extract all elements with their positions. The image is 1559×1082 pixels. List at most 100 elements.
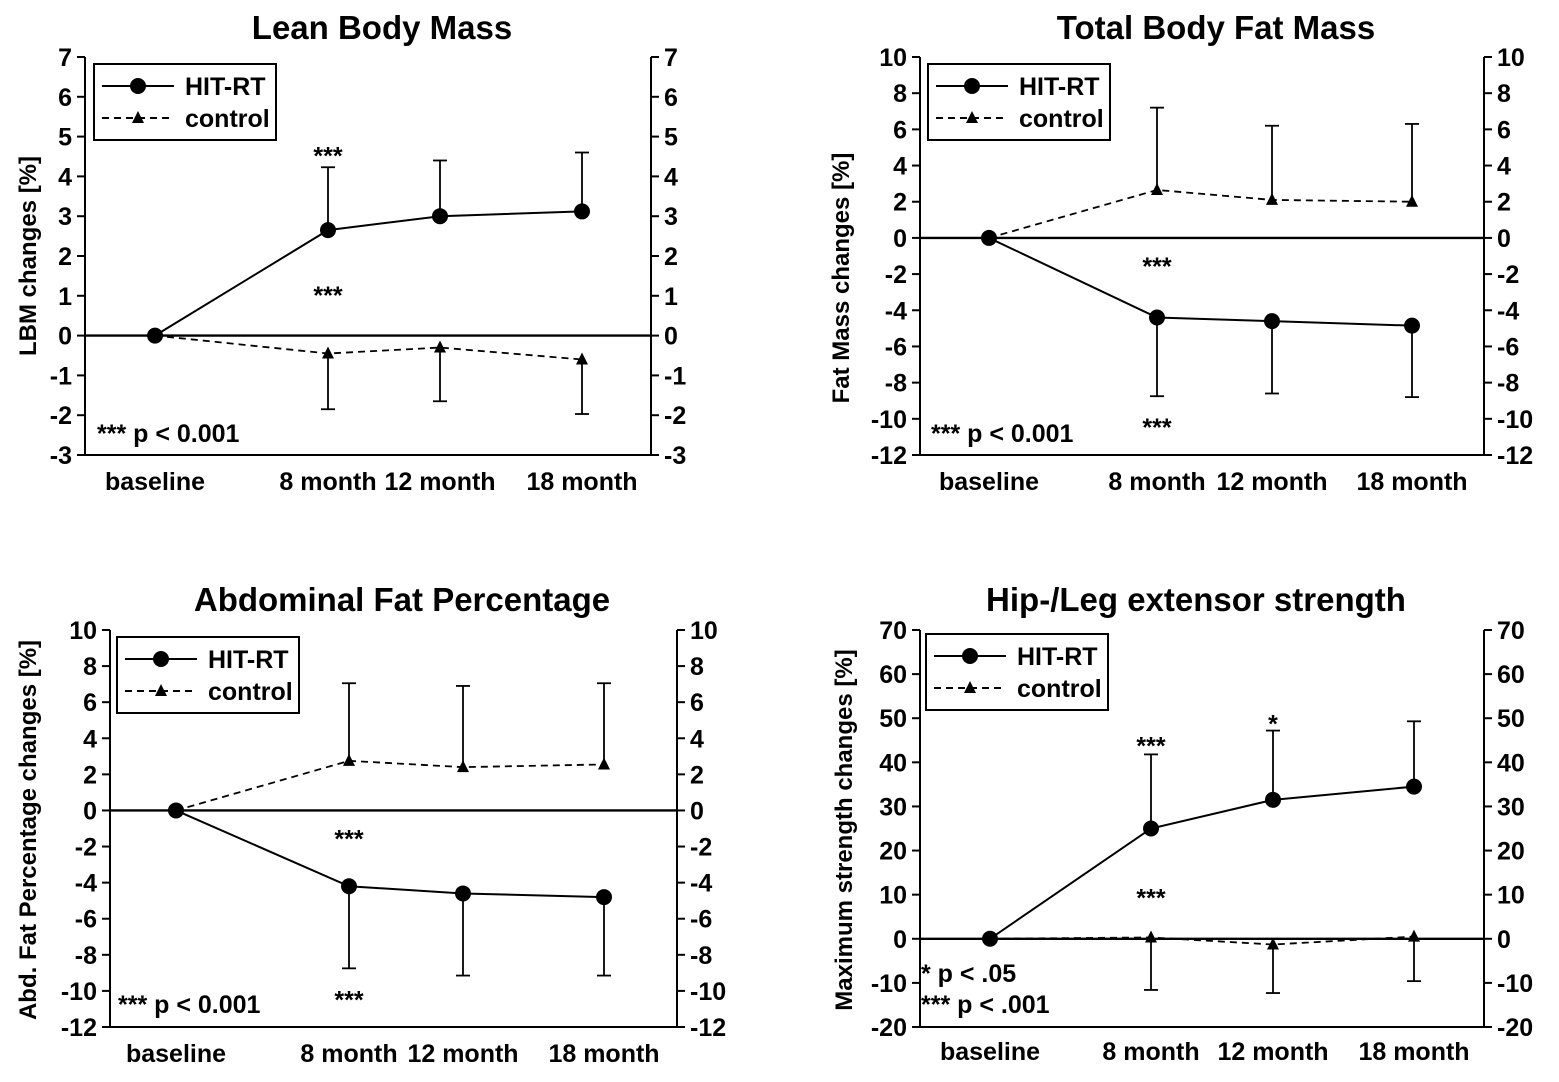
y-tick-label-right: -6 — [1497, 333, 1519, 361]
y-tick-label-left: 1 — [58, 283, 72, 311]
data-point-triangle — [576, 352, 588, 365]
data-point-circle — [574, 203, 590, 220]
x-tick-label: baseline — [126, 1040, 226, 1068]
y-tick-label-right: 2 — [664, 243, 678, 271]
series-control — [984, 929, 1421, 994]
legend-label: HIT-RT — [1017, 643, 1098, 671]
significance-marker: *** — [1142, 414, 1171, 442]
y-tick-label-left: 7 — [58, 44, 72, 72]
legend-box — [925, 633, 1109, 711]
y-tick-label-left: 70 — [879, 617, 907, 645]
y-tick-label-right: 60 — [1497, 661, 1525, 689]
data-point-circle — [432, 208, 448, 225]
y-tick-label-right: 0 — [1497, 926, 1511, 954]
data-point-triangle — [170, 803, 182, 816]
y-tick-label-left: -10 — [871, 406, 907, 434]
y-tick-label-left: -2 — [885, 261, 907, 289]
significance-marker: *** — [1136, 885, 1165, 913]
y-tick-label-left: 8 — [83, 653, 97, 681]
y-tick-label-right: 50 — [1497, 705, 1525, 733]
y-tick-label-left: 5 — [58, 124, 72, 152]
data-point-circle — [596, 889, 612, 906]
series-line — [154, 334, 583, 361]
y-tick-label-right: 6 — [664, 84, 678, 112]
chart-panel-2: Total Body Fat Mass -12 -12 -10 -10 -8 -8 -6 -6 -… — [828, 9, 1533, 496]
y-tick-label-right: 0 — [690, 797, 704, 825]
significance-legend: * p < .05 — [921, 960, 1016, 988]
legend-label: HIT-RT — [185, 73, 266, 101]
y-tick-label-right: 0 — [1497, 225, 1511, 253]
data-point-circle — [320, 222, 336, 239]
x-tick-label: 8 month — [300, 1040, 397, 1068]
x-tick-label: 12 month — [1217, 1038, 1328, 1066]
legend-marker-triangle — [964, 681, 976, 693]
series-line — [175, 759, 605, 812]
y-axis-label: LBM changes [%] — [15, 156, 42, 356]
y-tick-label-right: 5 — [664, 124, 678, 152]
y-tick-label-left: 8 — [893, 80, 907, 108]
significance-legend: *** p < 0.001 — [97, 420, 240, 448]
data-point-circle — [341, 878, 357, 895]
significance-legend: *** p < 0.001 — [118, 991, 261, 1019]
y-tick-label-right: 4 — [1497, 153, 1511, 181]
y-tick-label-right: -4 — [690, 870, 712, 898]
y-tick-label-right: -2 — [690, 834, 712, 862]
legend-marker-circle — [964, 78, 980, 94]
x-tick-label: baseline — [940, 1038, 1040, 1066]
legend-marker-triangle — [966, 111, 978, 123]
y-tick-label-right: 7 — [664, 44, 678, 72]
x-tick-label: 8 month — [279, 468, 376, 496]
y-tick-label-left: 0 — [58, 323, 72, 351]
chart-panel-3: Abdominal Fat Percentage -12 -12 -10 -10 -8 -8… — [15, 581, 726, 1068]
significance-marker: *** — [313, 143, 342, 171]
y-tick-label-right: -6 — [690, 906, 712, 934]
y-tick-label-right: -12 — [690, 1014, 726, 1042]
y-tick-label-left: -8 — [885, 370, 907, 398]
y-tick-label-left: 50 — [879, 705, 907, 733]
y-tick-label-left: 10 — [69, 617, 97, 645]
y-tick-label-right: 2 — [1497, 189, 1511, 217]
x-tick-label: baseline — [105, 468, 205, 496]
y-tick-label-left: -10 — [61, 978, 97, 1006]
data-point-triangle — [149, 328, 161, 341]
legend: HIT-RT control — [93, 63, 277, 141]
y-tick-label-right: 10 — [690, 617, 718, 645]
data-point-triangle — [984, 931, 996, 944]
y-tick-label-left: -4 — [75, 870, 97, 898]
y-tick-label-left: -3 — [50, 442, 72, 470]
series-line — [154, 210, 583, 337]
y-tick-label-right: -20 — [1497, 1014, 1533, 1042]
chart-title: Lean Body Mass — [252, 9, 512, 46]
series-HIT-RT — [982, 720, 1422, 947]
legend-marker-circle — [153, 651, 169, 667]
y-tick-label-left: 4 — [83, 725, 97, 753]
y-tick-label-right: 10 — [1497, 882, 1525, 910]
y-tick-label-right: -3 — [664, 442, 686, 470]
y-tick-label-left: -2 — [75, 834, 97, 862]
y-tick-label-right: 8 — [1497, 80, 1511, 108]
y-tick-label-right: 6 — [690, 689, 704, 717]
y-tick-label-left: 60 — [879, 661, 907, 689]
y-tick-label-left: 2 — [58, 243, 72, 271]
y-tick-label-right: 10 — [1497, 44, 1525, 72]
legend-label: control — [1019, 105, 1104, 133]
y-tick-label-left: 40 — [879, 749, 907, 777]
data-point-triangle — [457, 760, 469, 773]
chart-title: Total Body Fat Mass — [1057, 9, 1375, 46]
y-tick-label-left: -6 — [885, 333, 907, 361]
y-tick-label-left: 4 — [58, 163, 72, 191]
y-tick-label-left: 6 — [58, 84, 72, 112]
data-point-triangle — [983, 230, 995, 243]
y-tick-label-right: -10 — [1497, 406, 1533, 434]
y-tick-label-left: 0 — [893, 225, 907, 253]
y-tick-label-left: 30 — [879, 793, 907, 821]
significance-marker: * — [1268, 710, 1278, 738]
legend-box — [116, 636, 300, 714]
y-tick-label-right: -4 — [1497, 297, 1519, 325]
data-point-circle — [455, 885, 471, 902]
y-tick-label-right: 4 — [690, 725, 704, 753]
data-point-triangle — [598, 757, 610, 770]
y-tick-label-right: -10 — [1497, 970, 1533, 998]
legend-label: control — [208, 678, 293, 706]
x-tick-label: 12 month — [407, 1040, 518, 1068]
